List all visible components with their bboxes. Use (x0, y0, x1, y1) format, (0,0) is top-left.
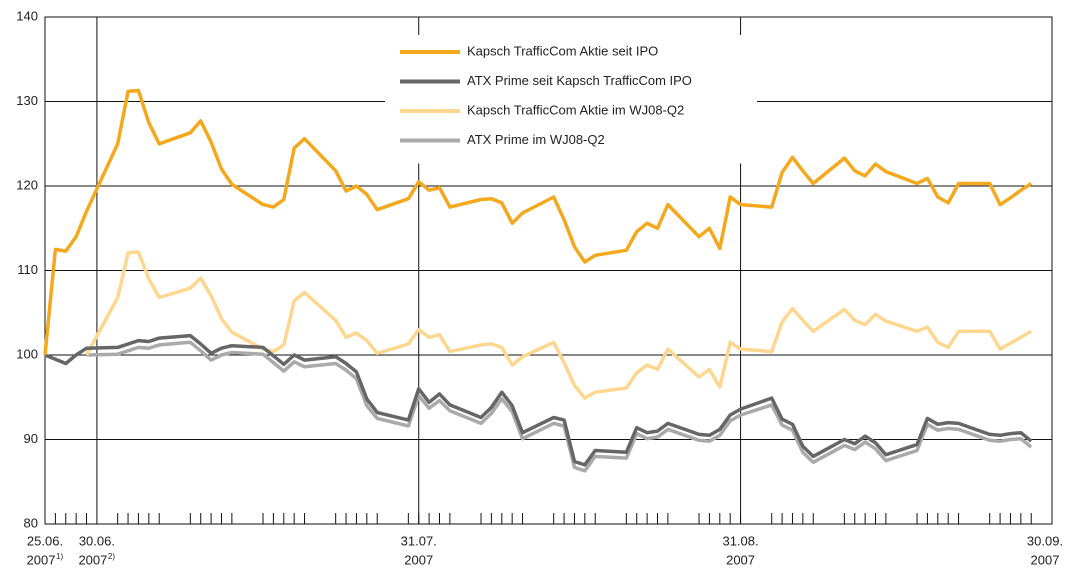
x-tick-label: 30.06. (79, 533, 115, 548)
x-tick-year: 2007 (404, 552, 433, 567)
x-tick-year: 2007 (726, 552, 755, 567)
y-tick-label: 140 (16, 8, 38, 23)
y-tick-label: 130 (16, 93, 38, 108)
legend-label: ATX Prime seit Kapsch TrafficCom IPO (467, 73, 692, 88)
x-tick-year: 2007 (78, 552, 107, 567)
series-line (43, 88, 1033, 356)
y-tick-label: 110 (17, 262, 38, 277)
y-tick-label: 90 (24, 431, 38, 446)
x-tick-note: 2) (108, 552, 115, 561)
x-tick-label: 31.07. (401, 533, 437, 548)
x-tick-year: 2007 (27, 552, 56, 567)
x-tick-label: 31.08. (722, 533, 758, 548)
x-tick-note: 1) (56, 552, 63, 561)
legend-label: Kapsch TrafficCom Aktie im WJ08-Q2 (467, 102, 684, 117)
series-line (44, 333, 1033, 467)
series-line (86, 340, 1033, 473)
x-tick-label: 25.06. (27, 533, 63, 548)
y-tick-label: 100 (16, 346, 38, 361)
series-line (84, 250, 1033, 400)
x-tick-label: 30.09. (1027, 533, 1063, 548)
y-tick-label: 80 (24, 515, 38, 530)
legend-label: Kapsch TrafficCom Aktie seit IPO (467, 43, 658, 58)
y-tick-label: 120 (16, 177, 38, 192)
legend-label: ATX Prime im WJ08-Q2 (467, 132, 605, 147)
x-tick-year: 2007 (1031, 552, 1060, 567)
